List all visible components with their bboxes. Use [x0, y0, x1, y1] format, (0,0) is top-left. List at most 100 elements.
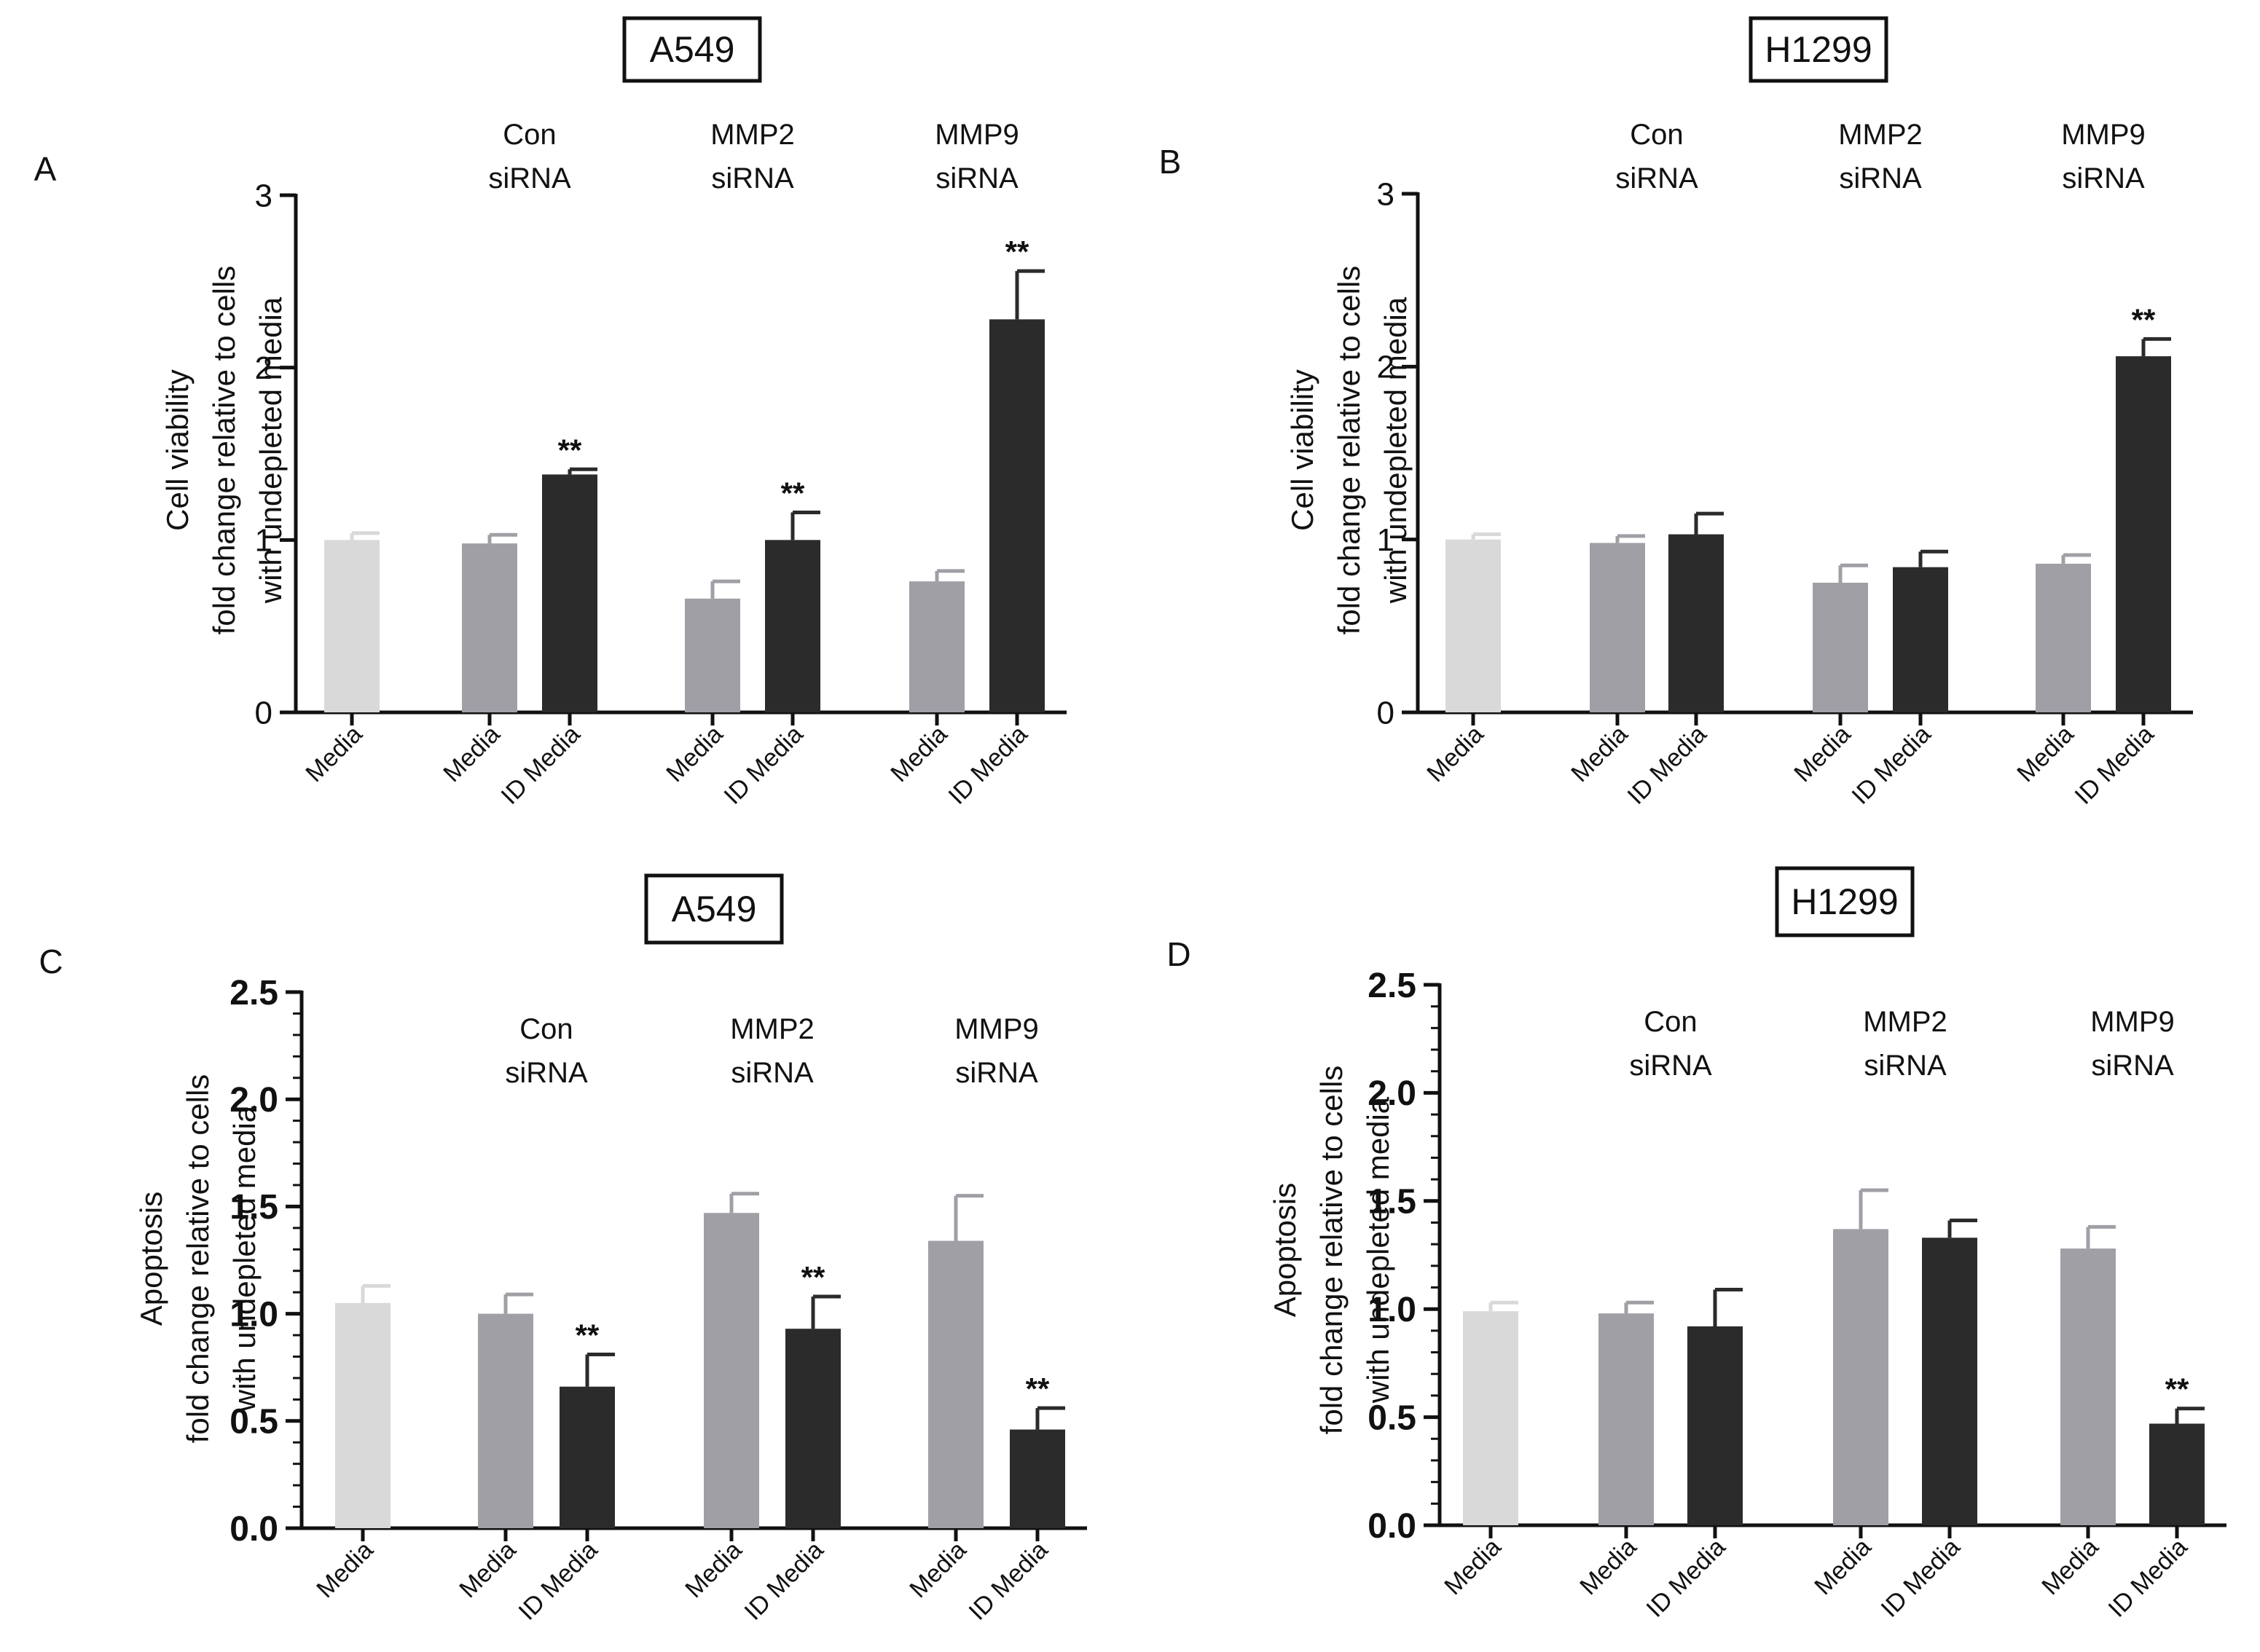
group-label: siRNA [731, 1057, 814, 1089]
bar-id-media [1922, 1238, 1977, 1525]
group-label: MMP2 [1863, 1006, 1947, 1038]
bar-media [704, 1213, 759, 1528]
x-category-label: Media [1421, 720, 1488, 787]
y-axis-label-line: fold change relative to cells [207, 266, 241, 635]
group-label: siRNA [711, 162, 794, 194]
bar-id-media [989, 319, 1045, 712]
group-label: MMP2 [730, 1013, 815, 1045]
significance-label: ** [2132, 302, 2156, 337]
bar-media [1445, 539, 1501, 712]
significance-label: ** [576, 1318, 600, 1353]
bar-media [1590, 543, 1645, 712]
group-label: Con [1644, 1006, 1697, 1038]
y-tick-label: 2.0 [229, 1081, 278, 1120]
bar-media [2060, 1248, 2116, 1525]
y-tick-label: 2.0 [1368, 1074, 1416, 1113]
chart-title: H1299 [1791, 881, 1898, 922]
y-tick-label: 1.0 [229, 1295, 278, 1334]
y-axis-label: Cell viability fold change relative to ce… [160, 266, 288, 635]
y-axis-label-line: fold change relative to cells [1332, 266, 1366, 635]
bar-media [685, 598, 740, 712]
bar-media [324, 540, 380, 712]
y-tick-label: 1.5 [1368, 1183, 1416, 1222]
group-label: Con [1630, 119, 1683, 151]
y-axis-label: Apoptosis fold change relative to cells wi… [1268, 1066, 1395, 1435]
y-axis-label-line: Cell viability [1285, 369, 1319, 531]
panel-b: B H1299 Cell viability fold change relative… [1159, 16, 2193, 810]
panel-d: D H1299 Apoptosis fold change relative to c… [1166, 866, 2226, 1623]
x-category-label: Media [2036, 1533, 2103, 1600]
y-axis-label: Apoptosis fold change relative to cells wi… [134, 1074, 262, 1444]
bar-media [462, 543, 517, 712]
x-category-label: Media [2012, 720, 2079, 787]
y-tick-label: 1.5 [229, 1188, 278, 1227]
bar-id-media [2116, 356, 2171, 712]
x-category-label: Media [1789, 720, 1856, 787]
significance-label: ** [801, 1260, 825, 1294]
panel-letter: B [1159, 143, 1182, 181]
x-category-label: ID Media [943, 720, 1033, 810]
bar-id-media [1010, 1429, 1065, 1528]
panel-letter: C [39, 943, 63, 980]
x-category-label: ID Media [739, 1536, 829, 1626]
bar-media [2036, 563, 2091, 712]
group-label: siRNA [955, 1057, 1038, 1089]
group-label: MMP9 [935, 119, 1019, 151]
group-label: siRNA [505, 1057, 588, 1089]
x-category-label: ID Media [1847, 720, 1937, 810]
bar-id-media [785, 1329, 841, 1528]
x-category-label: ID Media [1876, 1533, 1966, 1623]
bar-media [1463, 1311, 1518, 1525]
y-tick-label: 3 [255, 178, 272, 213]
x-category-label: Media [1566, 720, 1633, 787]
y-tick-label: 2 [1377, 350, 1394, 385]
bar-media [335, 1302, 391, 1528]
group-label: Con [519, 1013, 573, 1045]
y-axis-label-line: Cell viability [160, 369, 195, 531]
y-axis-label-line: with undepleted media [1378, 296, 1413, 604]
x-category-label: Media [311, 1536, 378, 1603]
group-label: siRNA [2062, 162, 2145, 194]
y-axis-label-line: fold change relative to cells [1314, 1066, 1349, 1435]
x-category-label: ID Media [2103, 1533, 2193, 1623]
y-axis-label: Cell viability fold change relative to ce… [1285, 266, 1413, 635]
y-tick-label: 0.5 [229, 1403, 278, 1441]
significance-label: ** [2165, 1372, 2189, 1407]
y-tick-label: 2 [255, 350, 272, 386]
y-tick-label: 1 [1377, 522, 1394, 558]
group-label: siRNA [1864, 1050, 1947, 1082]
x-category-label: ID Media [496, 720, 586, 810]
x-category-label: Media [661, 720, 728, 787]
bar-id-media [2149, 1423, 2205, 1525]
bar-media [1833, 1229, 1888, 1525]
group-label: siRNA [935, 162, 1019, 194]
chart-title: A549 [650, 29, 735, 70]
x-category-label: Media [1439, 1533, 1506, 1600]
y-tick-label: 0.0 [1368, 1507, 1416, 1546]
y-tick-label: 0 [1377, 695, 1394, 731]
title-box [622, 16, 762, 83]
x-category-label: ID Media [1641, 1533, 1731, 1623]
x-category-label: Media [1574, 1533, 1641, 1600]
x-category-label: Media [904, 1536, 971, 1603]
group-label: siRNA [1615, 162, 1698, 194]
x-category-label: Media [454, 1536, 521, 1603]
group-label: MMP9 [2090, 1006, 2175, 1038]
significance-label: ** [1026, 1372, 1050, 1406]
bar-id-media [1668, 534, 1724, 712]
x-category-label: ID Media [1623, 720, 1712, 810]
y-tick-label: 0.0 [229, 1510, 278, 1549]
bar-id-media [1893, 567, 1948, 712]
bar-id-media [765, 540, 820, 712]
panel-c: C A549 Apoptosis fold change relative to ce… [39, 873, 1087, 1626]
group-label: MMP2 [1838, 119, 1923, 151]
bar-id-media [542, 474, 597, 712]
x-category-label: Media [300, 720, 367, 787]
panel-a: A A549 Cell viability fold change relative … [34, 16, 1067, 810]
significance-label: ** [781, 476, 805, 510]
title-box [1749, 16, 1888, 83]
y-axis-label-line: Apoptosis [134, 1192, 168, 1326]
y-tick-label: 2.5 [1368, 967, 1416, 1005]
x-category-label: ID Media [719, 720, 809, 810]
bar-media [1813, 583, 1868, 712]
